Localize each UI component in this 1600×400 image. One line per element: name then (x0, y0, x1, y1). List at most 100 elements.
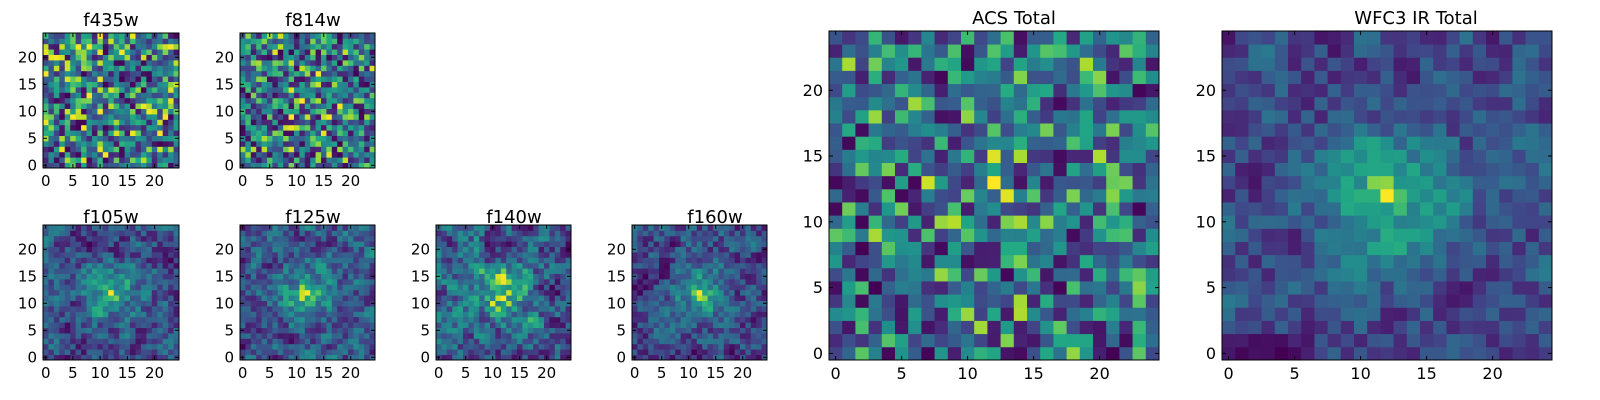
heatmap-cell (1288, 228, 1302, 242)
heatmap-cell (1000, 162, 1015, 177)
heatmap-cell (1420, 202, 1434, 216)
heatmap-cell (337, 279, 343, 285)
heatmap-cell (256, 235, 262, 242)
heatmap-cell (75, 327, 82, 334)
heatmap-cell (53, 343, 60, 350)
heatmap-cell (1274, 294, 1289, 308)
heatmap-cell (326, 103, 333, 109)
heatmap-cell (108, 87, 115, 93)
heatmap-cell (1079, 57, 1094, 71)
heatmap-cell (288, 354, 295, 361)
heatmap-cell (1053, 175, 1067, 190)
heatmap-cell (53, 92, 60, 99)
heatmap-cell (369, 225, 376, 231)
heatmap-cell (256, 146, 262, 153)
heatmap-cell (1538, 333, 1553, 348)
heatmap-cell (130, 252, 136, 258)
heatmap-cell (517, 268, 523, 274)
heatmap-cell (294, 262, 300, 269)
heatmap-cell (829, 188, 843, 203)
heatmap-cell (527, 279, 534, 285)
heatmap-cell (468, 311, 475, 318)
heatmap-cell (102, 343, 109, 350)
heatmap-cell (81, 157, 87, 163)
heatmap-cell (1446, 254, 1460, 269)
heatmap-cell (135, 60, 142, 66)
heatmap-cell (642, 246, 649, 253)
heatmap-cell (468, 333, 475, 339)
heatmap-cell (761, 262, 768, 269)
heatmap-cell (653, 246, 660, 253)
heatmap-cell (517, 300, 523, 307)
heatmap-cell (675, 343, 681, 350)
heatmap-cell (1406, 281, 1421, 295)
heatmap-cell (1433, 228, 1447, 242)
heatmap-cell (1248, 346, 1262, 361)
heatmap-cell (364, 284, 370, 291)
heatmap-cell (283, 49, 289, 55)
heatmap-cell (294, 81, 300, 88)
heatmap-cell (267, 81, 273, 88)
x-tick-label: 0 (434, 364, 444, 382)
heatmap-cell (151, 268, 158, 274)
heatmap-cell (908, 267, 922, 282)
heatmap-cell (648, 225, 654, 231)
heatmap-cell (1340, 188, 1355, 203)
heatmap-cell (261, 289, 268, 296)
heatmap-cell (740, 316, 746, 323)
heatmap-cell (544, 311, 550, 318)
heatmap-cell (337, 65, 343, 72)
heatmap-cell (304, 76, 311, 82)
heatmap-cell (495, 273, 502, 280)
heatmap-cell (59, 49, 66, 55)
heatmap-cell (108, 235, 115, 242)
heatmap-cell (500, 257, 507, 264)
heatmap-cell (353, 311, 360, 318)
heatmap-cell (1093, 57, 1107, 71)
heatmap-cell (554, 311, 561, 318)
heatmap-cell (59, 311, 66, 318)
heatmap-cell (1079, 109, 1094, 124)
heatmap-cell (895, 333, 909, 348)
heatmap-cell (511, 235, 518, 242)
heatmap-cell (353, 65, 360, 72)
x-tick-label: 10 (679, 364, 698, 382)
heatmap-cell (240, 49, 246, 55)
heatmap-cell (473, 284, 480, 291)
heatmap-cell (1066, 333, 1081, 348)
heatmap-cell (947, 241, 962, 256)
heatmap-cell (750, 225, 757, 231)
heatmap-cell (124, 43, 131, 50)
heatmap-cell (130, 338, 136, 345)
heatmap-cell (1406, 241, 1421, 256)
heatmap-cell (130, 49, 136, 55)
heatmap-cell (664, 262, 671, 269)
heatmap-cell (1393, 346, 1408, 361)
heatmap-cell (157, 65, 164, 72)
heatmap-cell (353, 246, 360, 253)
heatmap-cell (1459, 202, 1474, 216)
heatmap-cell (1013, 202, 1028, 216)
heatmap-cell (272, 279, 279, 285)
heatmap-cell (921, 109, 935, 124)
heatmap-cell (250, 289, 257, 296)
heatmap-cell (43, 268, 49, 274)
heatmap-cell (1040, 136, 1054, 150)
heatmap-cell (353, 333, 360, 339)
heatmap-cell (713, 289, 719, 296)
heatmap-cell (358, 241, 365, 247)
heatmap-cell (637, 295, 644, 301)
heatmap-cell (162, 262, 169, 269)
heatmap-cell (358, 354, 365, 361)
heatmap-cell (59, 141, 66, 147)
heatmap-cell (479, 333, 485, 339)
heatmap-cell (256, 257, 262, 264)
heatmap-cell (102, 119, 109, 126)
heatmap-cell (659, 306, 665, 312)
heatmap-cell (632, 284, 638, 291)
heatmap-cell (436, 241, 442, 247)
heatmap-cell (829, 57, 843, 71)
x-tick-label: 5 (265, 172, 275, 190)
heatmap-cell (130, 246, 136, 253)
